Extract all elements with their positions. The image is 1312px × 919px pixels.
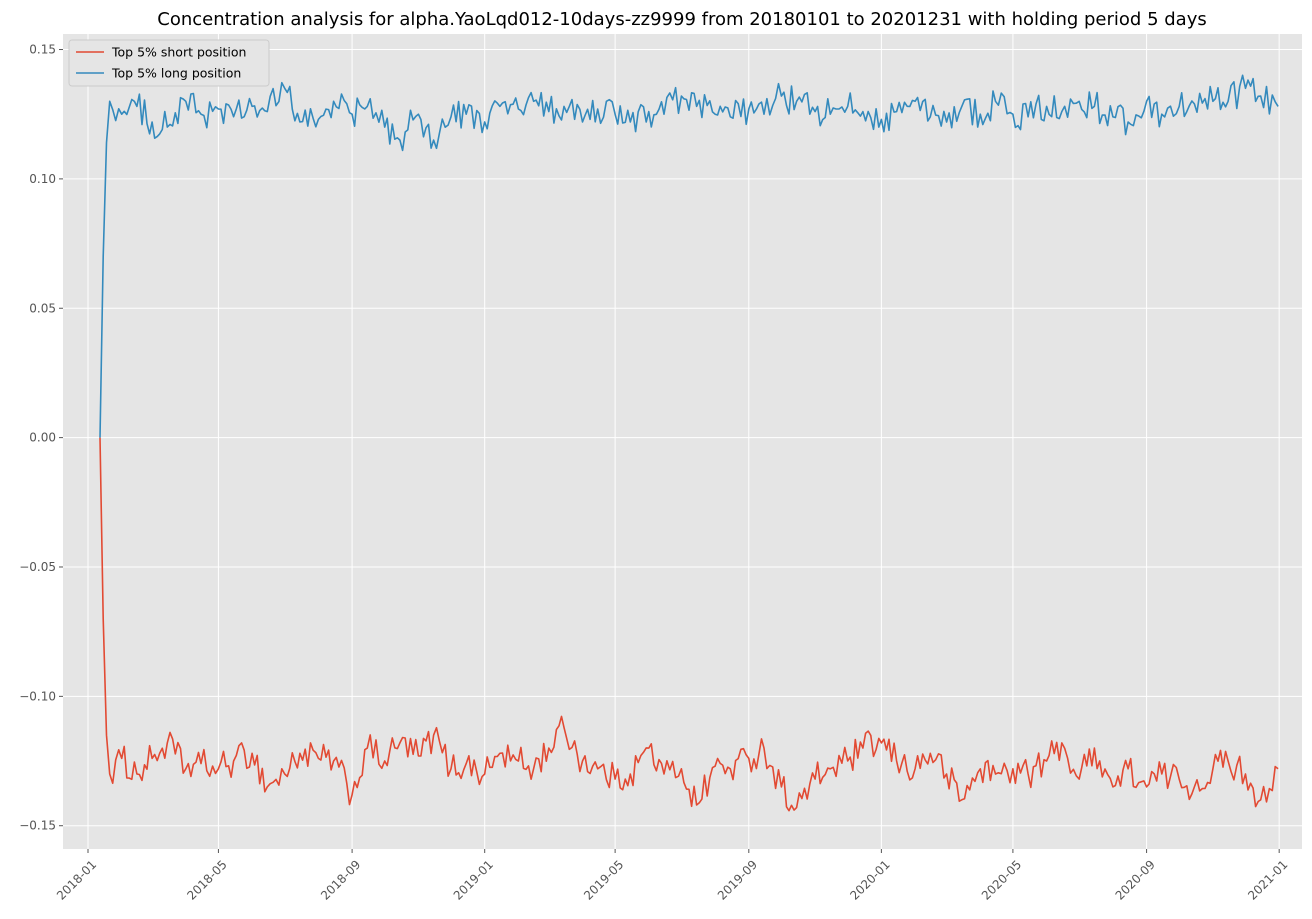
plot-area <box>63 34 1302 849</box>
x-tick-label: 2019-01 <box>451 857 496 902</box>
x-tick-label: 2019-05 <box>581 857 626 902</box>
x-tick-label: 2020-05 <box>979 857 1024 902</box>
x-tick-label: 2020-01 <box>847 857 892 902</box>
x-axis: 2018-01 2018-05 2018-09 2019-01 2019-05 2019-… <box>54 849 1291 903</box>
chart-title: Concentration analysis for alpha.YaoLqd0… <box>157 9 1206 30</box>
y-axis: −0.15 −0.10 −0.05 0.00 0.05 0.10 0.15 <box>19 43 63 833</box>
series-line-short <box>99 437 1279 812</box>
y-tick-label: 0.10 <box>29 172 56 186</box>
y-tick-label: −0.05 <box>19 560 56 574</box>
y-tick-label: −0.15 <box>19 819 56 833</box>
x-tick-label: 2021-01 <box>1245 857 1290 902</box>
x-tick-label: 2018-05 <box>184 857 229 902</box>
x-tick-label: 2019-09 <box>715 857 760 902</box>
series-line-long <box>99 74 1279 438</box>
legend-box <box>68 39 270 87</box>
x-tick-label: 2018-01 <box>54 857 99 902</box>
y-tick-label: −0.10 <box>19 689 56 703</box>
y-tick-label: 0.00 <box>29 431 56 445</box>
legend: Top 5% short position Top 5% long positi… <box>68 39 270 87</box>
y-tick-label: 0.05 <box>29 301 56 315</box>
x-tick-label: 2018-09 <box>318 857 363 902</box>
series-layer <box>99 74 1279 812</box>
legend-label-long: Top 5% long position <box>111 66 241 81</box>
x-tick-label: 2020-09 <box>1113 857 1158 902</box>
legend-label-short: Top 5% short position <box>111 45 246 60</box>
y-tick-label: 0.15 <box>29 43 56 57</box>
grid <box>63 34 1302 849</box>
